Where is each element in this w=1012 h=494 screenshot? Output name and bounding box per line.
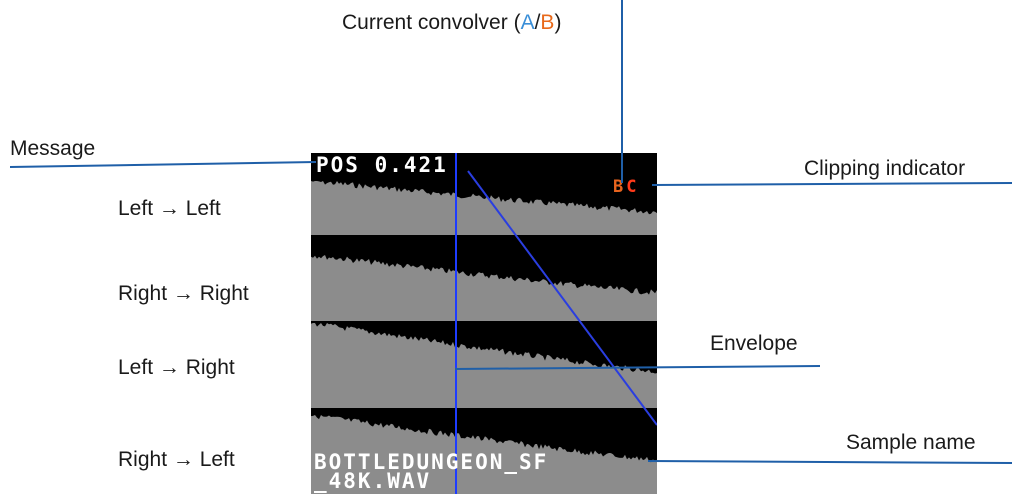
convolver-prefix: Current convolver ( xyxy=(342,11,521,34)
row-label-left-left: Left → Left xyxy=(118,197,221,220)
waveform-band-0 xyxy=(311,181,657,235)
waveform-band-2 xyxy=(311,323,657,408)
convolver-separator: / xyxy=(534,11,541,34)
sample-name-line-2: _48K.WAV xyxy=(314,469,432,493)
row-label-right-right: Right → Right xyxy=(118,282,249,305)
waveform-band-3 xyxy=(311,415,657,494)
envelope-line xyxy=(467,170,657,426)
device-screen: POS 0.421 BC BOTTLEDUNGEON_SF _48K.WAV xyxy=(311,153,657,494)
clip-flag-b: B xyxy=(613,177,627,197)
convolver-b-label: B xyxy=(540,11,555,34)
sample-name-label: Sample name xyxy=(846,431,976,454)
waveform-band-1 xyxy=(311,255,657,321)
sample-name-leader-line xyxy=(647,460,1012,464)
row-label-left-right: Left → Right xyxy=(118,356,235,379)
row-label-right-left: Right → Left xyxy=(118,448,235,471)
sample-name-line-1: BOTTLEDUNGEON_SF xyxy=(314,450,549,474)
clipping-indicator: BC xyxy=(613,179,640,196)
clipping-leader-line xyxy=(651,182,1012,186)
message-leader-line xyxy=(9,161,317,168)
convolver-suffix: ) xyxy=(554,11,562,34)
display-message: POS 0.421 xyxy=(316,153,448,177)
current-convolver-label: Current convolver (A/B) xyxy=(342,12,561,33)
waveform-display xyxy=(311,153,657,494)
clipping-indicator-label: Clipping indicator xyxy=(804,157,966,180)
envelope-label: Envelope xyxy=(710,332,798,355)
message-label: Message xyxy=(10,137,96,160)
clip-flag-c: C xyxy=(626,177,640,197)
convolver-a-label: A xyxy=(520,11,535,34)
